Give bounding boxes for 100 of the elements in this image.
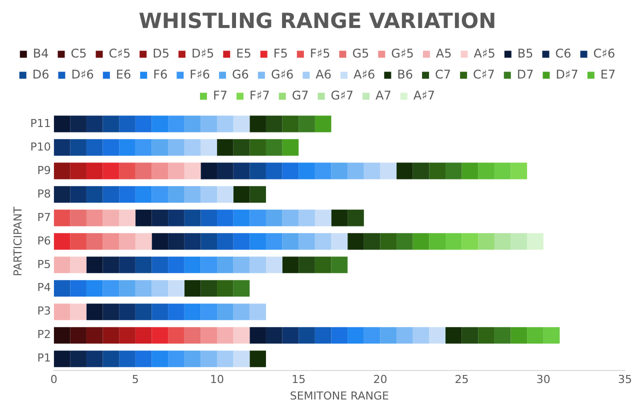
legend-label: F7 — [212, 88, 228, 102]
legend-label: B4 — [32, 46, 49, 60]
bar — [494, 327, 511, 344]
legend-label: A7 — [376, 88, 392, 102]
bar — [168, 139, 184, 156]
legend-label: D6 — [32, 67, 50, 82]
legend-label: F♯7 — [250, 88, 270, 102]
bar — [119, 304, 136, 320]
bar — [217, 233, 234, 250]
x-tick-label: 5 — [132, 373, 139, 386]
y-tick-label: P2 — [37, 328, 51, 342]
bar — [233, 116, 250, 132]
bar — [135, 116, 152, 132]
bar — [396, 162, 413, 180]
bar — [478, 162, 494, 180]
bar — [168, 233, 184, 250]
bar — [102, 304, 120, 320]
bar — [250, 350, 266, 368]
bar — [282, 139, 299, 156]
legend-label: F♯5 — [310, 46, 330, 60]
bar — [217, 139, 234, 156]
bar — [184, 256, 201, 274]
bar — [135, 327, 152, 344]
bar — [250, 304, 266, 320]
bar — [200, 139, 218, 156]
y-tick-label: P8 — [37, 187, 51, 200]
legend-label: F5 — [273, 46, 288, 60]
bar — [396, 233, 413, 250]
bar — [331, 210, 348, 226]
bar — [298, 116, 315, 132]
bar — [250, 256, 266, 274]
bar — [152, 116, 168, 132]
bar — [54, 350, 70, 368]
bar — [200, 256, 218, 274]
bar — [331, 162, 348, 180]
bar — [70, 116, 86, 132]
bar — [217, 186, 234, 203]
bar — [184, 186, 201, 203]
bar — [527, 327, 544, 344]
bar — [102, 186, 120, 203]
bar — [298, 256, 315, 274]
bar — [217, 162, 234, 180]
bar — [86, 304, 103, 320]
bar — [70, 256, 86, 274]
legend-label: D♯6 — [71, 67, 94, 82]
bar — [314, 327, 332, 344]
bar — [135, 139, 152, 156]
bar — [233, 139, 250, 156]
bar — [54, 280, 70, 297]
legend-label: C5 — [70, 46, 87, 60]
bar — [184, 116, 201, 132]
bar — [152, 186, 168, 203]
bar — [217, 210, 234, 226]
bar — [200, 350, 218, 368]
y-tick-label: P7 — [37, 210, 51, 224]
bar — [184, 233, 201, 250]
bar — [250, 139, 266, 156]
bar — [184, 280, 201, 297]
legend-label: C6 — [555, 46, 572, 60]
bar — [233, 233, 250, 250]
bar — [380, 162, 397, 180]
legend-label: A♯7 — [413, 88, 436, 102]
y-tick-label: P11 — [30, 116, 51, 130]
bar — [282, 327, 299, 344]
bar — [298, 327, 315, 344]
bar — [445, 162, 462, 180]
bar — [54, 139, 70, 156]
bar — [54, 327, 70, 344]
bar — [412, 233, 430, 250]
bar — [298, 162, 315, 180]
bar — [135, 186, 152, 203]
bar — [233, 186, 250, 203]
bar — [217, 256, 234, 274]
bar — [200, 162, 218, 180]
bar — [54, 186, 70, 203]
bar — [282, 256, 299, 274]
bar — [135, 280, 152, 297]
bar — [250, 116, 266, 132]
legend-label: G6 — [232, 67, 249, 82]
bar — [250, 162, 266, 180]
y-tick-label: P10 — [30, 140, 51, 154]
bar — [527, 233, 544, 250]
bar — [380, 327, 397, 344]
legend-label: E7 — [600, 67, 616, 82]
bar — [70, 139, 86, 156]
bar — [152, 139, 168, 156]
bar — [250, 233, 266, 250]
bar — [135, 304, 152, 320]
bar — [298, 210, 315, 226]
bar — [233, 280, 250, 297]
bar — [70, 233, 86, 250]
bar — [266, 210, 282, 226]
bar — [184, 139, 201, 156]
bar — [478, 327, 494, 344]
bar — [478, 233, 494, 250]
bar — [86, 350, 103, 368]
bar — [250, 186, 266, 203]
legend-label: A6 — [316, 67, 332, 82]
bar — [217, 327, 234, 344]
legend-label: C♯5 — [108, 46, 131, 60]
